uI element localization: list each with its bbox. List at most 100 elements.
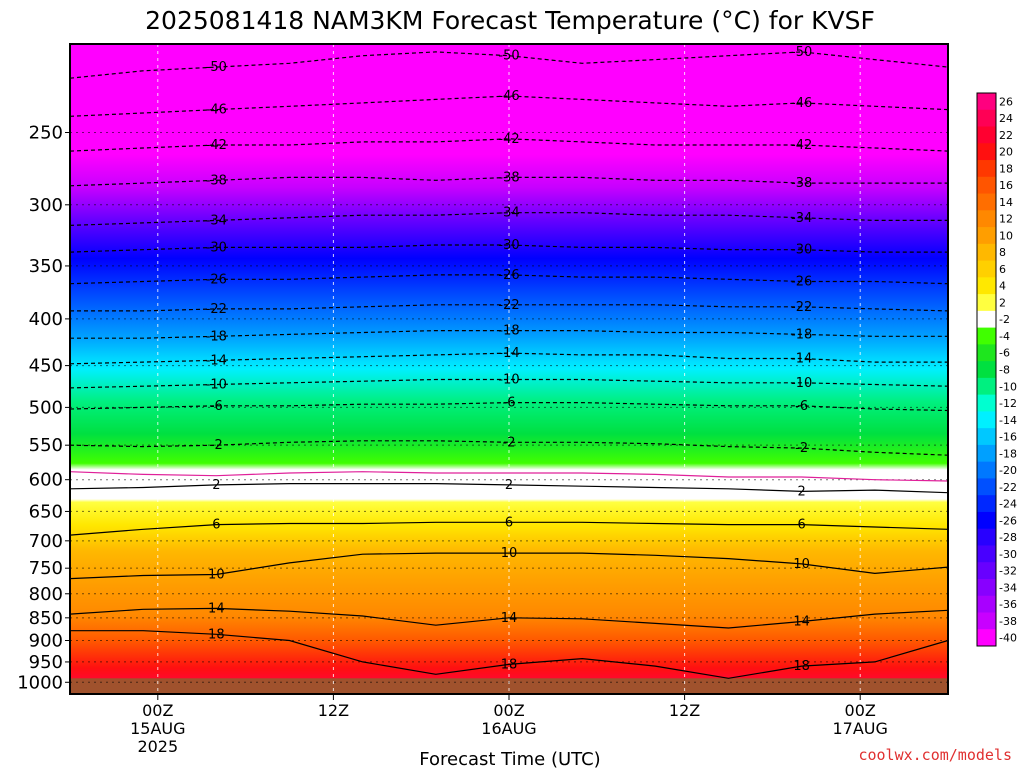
- isotherm-line: [69, 552, 949, 580]
- colorbar-label: 12: [999, 213, 1013, 226]
- y-tick-label: 700: [29, 531, 63, 552]
- isotherm-label: -10: [791, 376, 812, 391]
- isotherm-line: [69, 483, 949, 494]
- x-tick-label: 12Z: [669, 701, 700, 720]
- isotherm-label: 2: [798, 484, 806, 499]
- colorbar-label: 24: [999, 112, 1013, 125]
- isotherm-label: -50: [791, 45, 812, 60]
- y-tick-label: 550: [29, 435, 63, 456]
- colorbar-label: 2: [999, 296, 1006, 309]
- colorbar-label: -28: [999, 531, 1017, 544]
- isotherm-label: -26: [206, 272, 227, 287]
- colorbar-swatch: [977, 260, 996, 278]
- isotherm-label: -46: [791, 96, 812, 111]
- isotherm-label: -26: [498, 268, 519, 283]
- colorbar-label: -36: [999, 598, 1017, 611]
- colorbar-swatch: [977, 344, 996, 362]
- y-tick-label: 250: [29, 122, 63, 143]
- isotherm-label: 18: [208, 627, 225, 642]
- colorbar-label: 8: [999, 246, 1006, 259]
- isotherm-label: -22: [791, 300, 812, 315]
- y-tick-label: 350: [29, 256, 63, 277]
- colorbar-swatch: [977, 578, 996, 597]
- isotherm-label: -2: [795, 441, 808, 456]
- colorbar-swatch: [977, 310, 996, 329]
- isotherm-label: -38: [498, 170, 519, 185]
- isotherm-line: [69, 378, 949, 389]
- isotherm-label: -22: [206, 302, 227, 317]
- y-tick-label: 450: [29, 356, 63, 377]
- isotherm-label: -18: [791, 327, 812, 342]
- isotherm-line: [70, 304, 949, 312]
- colorbar-swatch: [977, 595, 996, 613]
- colorbar-swatch: [977, 361, 996, 379]
- isotherm-label: -42: [206, 138, 227, 153]
- isotherm-label: -2: [503, 435, 516, 450]
- colorbar-label: -26: [999, 514, 1017, 527]
- colorbar-swatch: [977, 444, 996, 463]
- isotherm-label: -10: [498, 372, 519, 387]
- colorbar-label: -6: [999, 347, 1010, 360]
- isotherm-label: -14: [498, 346, 519, 361]
- isotherm-label: 14: [793, 615, 810, 630]
- isotherm-label: 10: [208, 567, 225, 582]
- colorbar-frame: [976, 92, 997, 647]
- isotherm-label: 6: [212, 518, 220, 533]
- colorbar-label: 10: [999, 229, 1013, 242]
- colorbar-label: 20: [999, 146, 1013, 159]
- colorbar-label: 22: [999, 129, 1013, 142]
- isotherm-line: [70, 330, 948, 339]
- isotherm-label: -30: [498, 238, 519, 253]
- isotherm-label: -42: [498, 132, 519, 147]
- colorbar-label: -16: [999, 431, 1017, 444]
- isotherm-label: 2: [212, 478, 220, 493]
- isotherm-label: 14: [501, 611, 518, 626]
- x-tick-label: 16AUG: [481, 719, 536, 738]
- colorbar-label: -2: [999, 313, 1010, 326]
- isotherm-line: [69, 440, 949, 456]
- colorbar: 26 24 22 20 18 16 14 12 10 8 6 4 2 -2 -4 -6 -8 -10 -12 -14 -…: [976, 92, 1017, 647]
- isotherm-line: [69, 274, 949, 285]
- isotherm-line: [69, 521, 949, 536]
- colorbar-swatch: [977, 478, 996, 496]
- isotherm-label: -34: [498, 206, 519, 221]
- colorbar-swatch: [977, 143, 996, 161]
- isotherm-line: [69, 471, 949, 482]
- isotherm-label: 14: [208, 601, 225, 616]
- isotherm-label: 18: [501, 657, 518, 672]
- colorbar-swatch: [977, 210, 996, 228]
- isotherm-label: -10: [206, 378, 227, 393]
- chart-title: 2025081418 NAM3KM Forecast Temperature (…: [145, 6, 875, 35]
- colorbar-label: -12: [999, 397, 1017, 410]
- isotherm-label: -22: [498, 298, 519, 313]
- isotherm-label: -30: [791, 243, 812, 258]
- x-tick-label: 00Z: [493, 701, 524, 720]
- x-tick-label: 15AUG: [130, 719, 185, 738]
- colorbar-label: -14: [999, 414, 1017, 427]
- isotherm-label: -6: [503, 396, 516, 411]
- colorbar-swatch: [977, 126, 996, 144]
- plot-area: -50 -50 -50 -46 -46 -46 -42 -42 -42 -38 -38 -38 -34 -…: [69, 43, 949, 695]
- y-tick-label: 750: [29, 558, 63, 579]
- colorbar-label: -18: [999, 447, 1017, 460]
- colorbar-swatch: [977, 428, 996, 446]
- x-tick-label: 12Z: [318, 701, 349, 720]
- isotherm-label: -2: [210, 438, 223, 453]
- isotherm-label: -6: [795, 399, 808, 414]
- y-tick-label: 850: [29, 608, 63, 629]
- credit-text[interactable]: coolwx.com/models: [858, 746, 1012, 764]
- y-tick-label: 300: [29, 195, 63, 216]
- colorbar-swatch: [977, 327, 996, 345]
- colorbar-swatch: [977, 243, 996, 262]
- y-tick-label: 600: [29, 470, 63, 491]
- colorbar-swatch: [977, 294, 996, 312]
- colorbar-swatch: [977, 511, 996, 530]
- isotherm-line: [69, 244, 948, 253]
- colorbar-label: 4: [999, 280, 1006, 293]
- colorbar-label: 18: [999, 162, 1013, 175]
- isotherm-label: -34: [206, 213, 227, 228]
- isotherm-label: -38: [206, 173, 227, 188]
- isotherm-label: -6: [210, 399, 223, 414]
